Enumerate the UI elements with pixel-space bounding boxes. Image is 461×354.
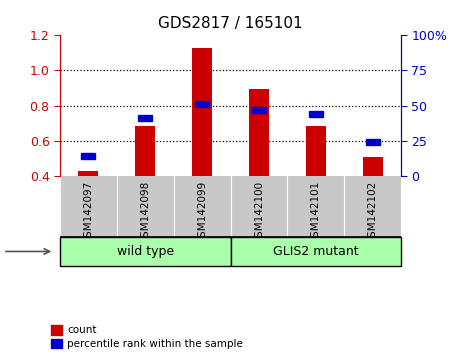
- Bar: [78, 171, 98, 176]
- Bar: [192, 48, 212, 176]
- Bar: [249, 89, 269, 176]
- Text: GSM142099: GSM142099: [197, 181, 207, 244]
- Text: wild type: wild type: [117, 245, 174, 258]
- Bar: [138, 115, 152, 121]
- Text: GSM142098: GSM142098: [140, 181, 150, 244]
- Bar: [363, 157, 383, 176]
- Bar: [252, 107, 266, 113]
- Title: GDS2817 / 165101: GDS2817 / 165101: [158, 16, 303, 32]
- Text: GSM142100: GSM142100: [254, 181, 264, 244]
- Bar: [195, 101, 209, 107]
- Legend: count, percentile rank within the sample: count, percentile rank within the sample: [51, 325, 243, 349]
- Bar: [366, 139, 380, 145]
- Text: GSM142101: GSM142101: [311, 181, 321, 244]
- Text: GSM142097: GSM142097: [83, 181, 94, 244]
- Text: GLIS2 mutant: GLIS2 mutant: [273, 245, 359, 258]
- Text: GSM142102: GSM142102: [367, 181, 378, 244]
- FancyBboxPatch shape: [60, 238, 230, 266]
- Bar: [81, 153, 95, 159]
- Bar: [135, 126, 155, 176]
- FancyBboxPatch shape: [230, 238, 401, 266]
- Bar: [306, 126, 326, 176]
- Bar: [309, 111, 323, 117]
